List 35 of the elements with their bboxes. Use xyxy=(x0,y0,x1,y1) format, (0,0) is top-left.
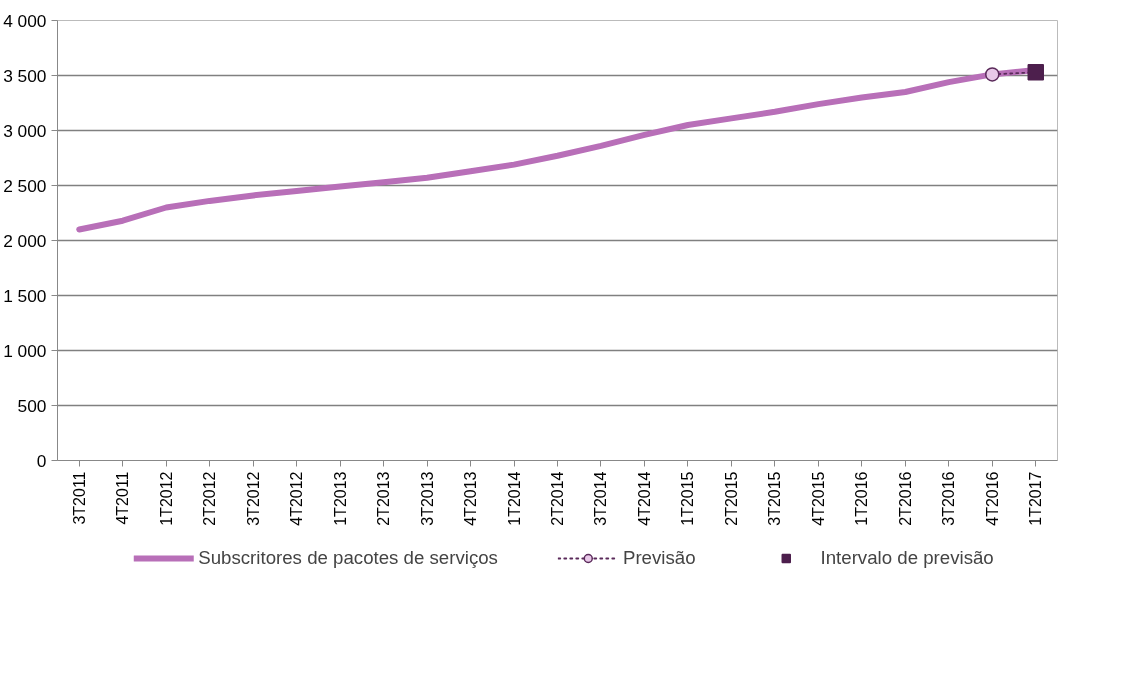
x-tick-label: 1T2012 xyxy=(157,471,175,526)
x-tick-label: 3T2012 xyxy=(244,471,262,526)
y-tick-label: 3 000 xyxy=(3,120,47,141)
x-tick-label: 4T2011 xyxy=(114,471,132,525)
x-tick-label: 2T2014 xyxy=(549,471,566,526)
x-tick-label: 3T2011 xyxy=(70,471,88,525)
x-tick-label: 2T2015 xyxy=(722,471,740,526)
legend-label: Intervalo de previsão xyxy=(820,547,994,569)
y-tick-label: 500 xyxy=(17,395,47,416)
x-tick-label: 2T2013 xyxy=(375,471,393,526)
legend-label: Subscritores de pacotes de serviços xyxy=(198,547,498,569)
y-tick-label: 4 000 xyxy=(3,10,47,31)
y-tick-label: 2 000 xyxy=(3,230,47,251)
x-tick-label: 4T2013 xyxy=(462,471,480,526)
x-tick-label: 1T2016 xyxy=(853,471,871,526)
y-tick-label: 3 500 xyxy=(3,65,47,86)
x-tick-label: 4T2016 xyxy=(983,471,1001,526)
legend-label: Previsão xyxy=(622,547,696,569)
x-tick-label: 4T2014 xyxy=(635,471,653,526)
y-tick-label: 1 500 xyxy=(3,285,47,306)
x-tick-label: 2T2016 xyxy=(896,471,914,526)
y-tick-label: 2 500 xyxy=(3,175,47,196)
y-tick-label: 0 xyxy=(36,450,47,471)
x-tick-label: 3T2014 xyxy=(592,471,610,526)
x-tick-label: 4T2012 xyxy=(288,471,306,526)
x-tick-label: 2T2012 xyxy=(201,471,219,526)
y-tick-label: 1 000 xyxy=(3,340,47,361)
x-tick-label: 3T2013 xyxy=(418,471,436,526)
x-tick-label: 1T2014 xyxy=(505,471,523,526)
x-tick-label: 3T2016 xyxy=(940,471,958,526)
x-tick-label: 1T2013 xyxy=(331,471,349,526)
x-tick-label: 4T2015 xyxy=(809,471,827,526)
x-tick-label: 3T2015 xyxy=(766,471,784,526)
x-tick-label: 1T2017 xyxy=(1027,471,1045,526)
x-tick-label: 1T2015 xyxy=(679,471,697,526)
